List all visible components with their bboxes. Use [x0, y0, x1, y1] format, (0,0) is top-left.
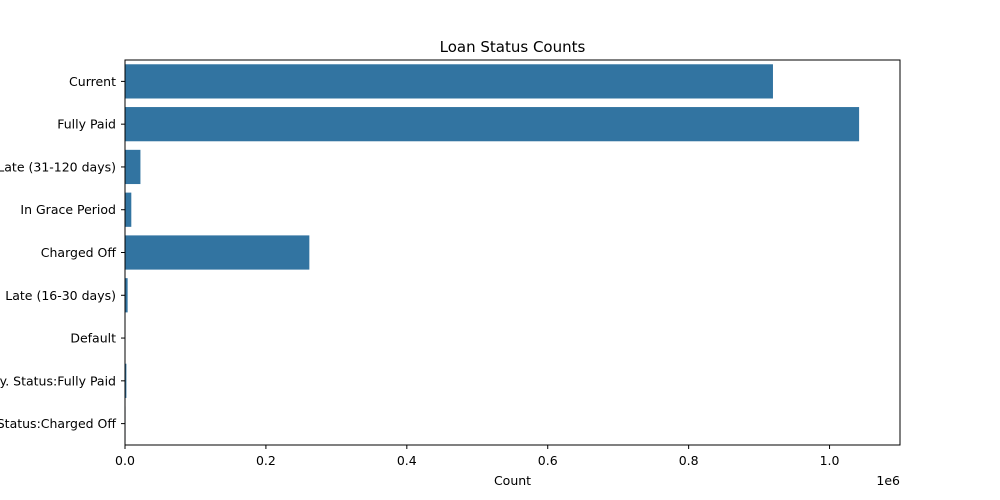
bar-0	[125, 64, 773, 99]
x-tick-label-0: 0.0	[115, 453, 135, 468]
y-tick-label-6: Default	[70, 331, 116, 346]
x-tick-label-5: 1.0	[820, 453, 840, 468]
x-tick-label-4: 0.8	[679, 453, 699, 468]
y-tick-label-0: Current	[69, 74, 116, 89]
bar-7	[125, 363, 127, 398]
bar-2	[125, 149, 141, 185]
y-tick-label-7: Does not meet the credit policy. Status:…	[0, 373, 116, 388]
x-axis-offset-text: 1e6	[876, 473, 900, 488]
chart-title: Loan Status Counts	[440, 38, 586, 56]
y-axis-ticks: Current Fully Paid Late (31-120 days) In Gr…	[0, 74, 125, 431]
bar-4	[125, 235, 310, 270]
bar-3	[125, 192, 132, 227]
bars-group	[125, 64, 860, 441]
x-tick-label-3: 0.6	[538, 453, 558, 468]
y-tick-label-4: Charged Off	[41, 245, 117, 260]
y-tick-label-2: Late (31-120 days)	[0, 159, 116, 174]
x-axis-ticks: 0.0 0.2 0.4 0.6 0.8 1.0	[115, 445, 840, 468]
bar-1	[125, 107, 860, 142]
x-tick-label-1: 0.2	[256, 453, 276, 468]
y-tick-label-8: Does not meet the credit policy. Status:…	[0, 416, 116, 431]
y-tick-label-1: Fully Paid	[57, 117, 116, 132]
x-axis-label: Count	[494, 473, 531, 488]
x-tick-label-2: 0.4	[397, 453, 417, 468]
bar-5	[125, 278, 128, 313]
y-tick-label-3: In Grace Period	[20, 202, 116, 217]
y-tick-label-5: Late (16-30 days)	[5, 288, 116, 303]
